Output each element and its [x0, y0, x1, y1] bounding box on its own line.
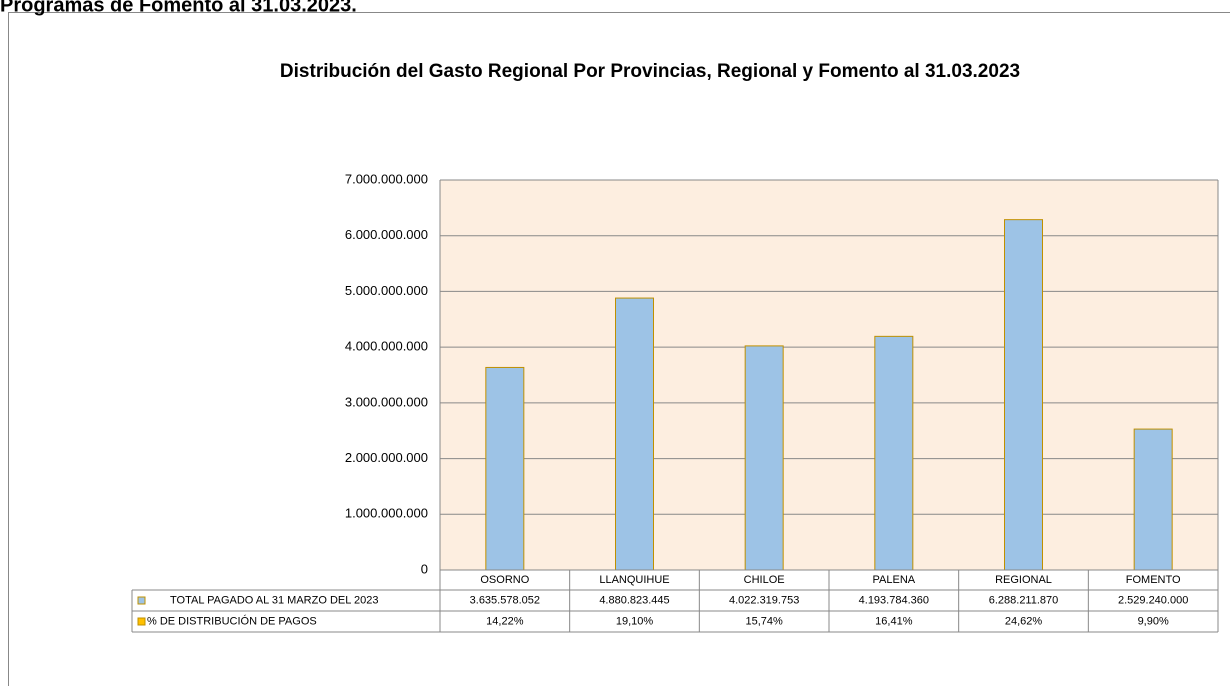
y-tick-label: 7.000.000.000 [345, 171, 428, 186]
value-label: 4.193.784.360 [859, 594, 929, 606]
plot-area [440, 180, 1218, 570]
x-tick-label: FOMENTO [1126, 574, 1181, 586]
y-tick-label: 1.000.000.000 [345, 506, 428, 521]
value-label: 15,74% [746, 615, 784, 627]
legend-label: % DE DISTRIBUCIÓN DE PAGOS [147, 614, 317, 627]
value-label: 3.635.578.052 [470, 594, 540, 606]
bar [1004, 219, 1043, 571]
bar [615, 297, 654, 571]
x-tick-label: CHILOE [744, 574, 785, 586]
value-label: 4.022.319.753 [729, 594, 799, 606]
y-tick-label: 5.000.000.000 [345, 283, 428, 298]
value-label: 19,10% [616, 615, 654, 627]
legend-label: TOTAL PAGADO AL 31 MARZO DEL 2023 [170, 594, 378, 606]
y-tick-label: 6.000.000.000 [345, 227, 428, 242]
value-label: 16,41% [875, 615, 913, 627]
y-tick-label: 2.000.000.000 [345, 450, 428, 465]
value-label: 2.529.240.000 [1118, 594, 1188, 606]
value-label: 4.880.823.445 [599, 594, 669, 606]
x-tick-label: REGIONAL [995, 574, 1052, 586]
value-label: 14,22% [486, 615, 524, 627]
chart-title: Distribución del Gasto Regional Por Prov… [280, 61, 1020, 82]
y-tick-label: 0 [421, 561, 428, 576]
bar [874, 335, 914, 571]
value-label: 24,62% [1005, 615, 1043, 627]
legend-key [137, 596, 146, 605]
x-tick-label: OSORNO [480, 574, 529, 586]
legend-key [137, 617, 146, 626]
y-tick-label: 3.000.000.000 [345, 394, 428, 409]
bar [744, 345, 784, 571]
page-heading: Programas de Fomento al 31.03.2023. [0, 0, 357, 16]
bar [485, 366, 525, 571]
x-tick-label: PALENA [873, 574, 916, 586]
bar [1133, 428, 1173, 571]
y-tick-label: 4.000.000.000 [345, 339, 428, 354]
value-label: 6.288.211.870 [989, 594, 1059, 606]
x-tick-label: LLANQUIHUE [599, 574, 669, 586]
value-label: 9,90% [1138, 615, 1169, 627]
